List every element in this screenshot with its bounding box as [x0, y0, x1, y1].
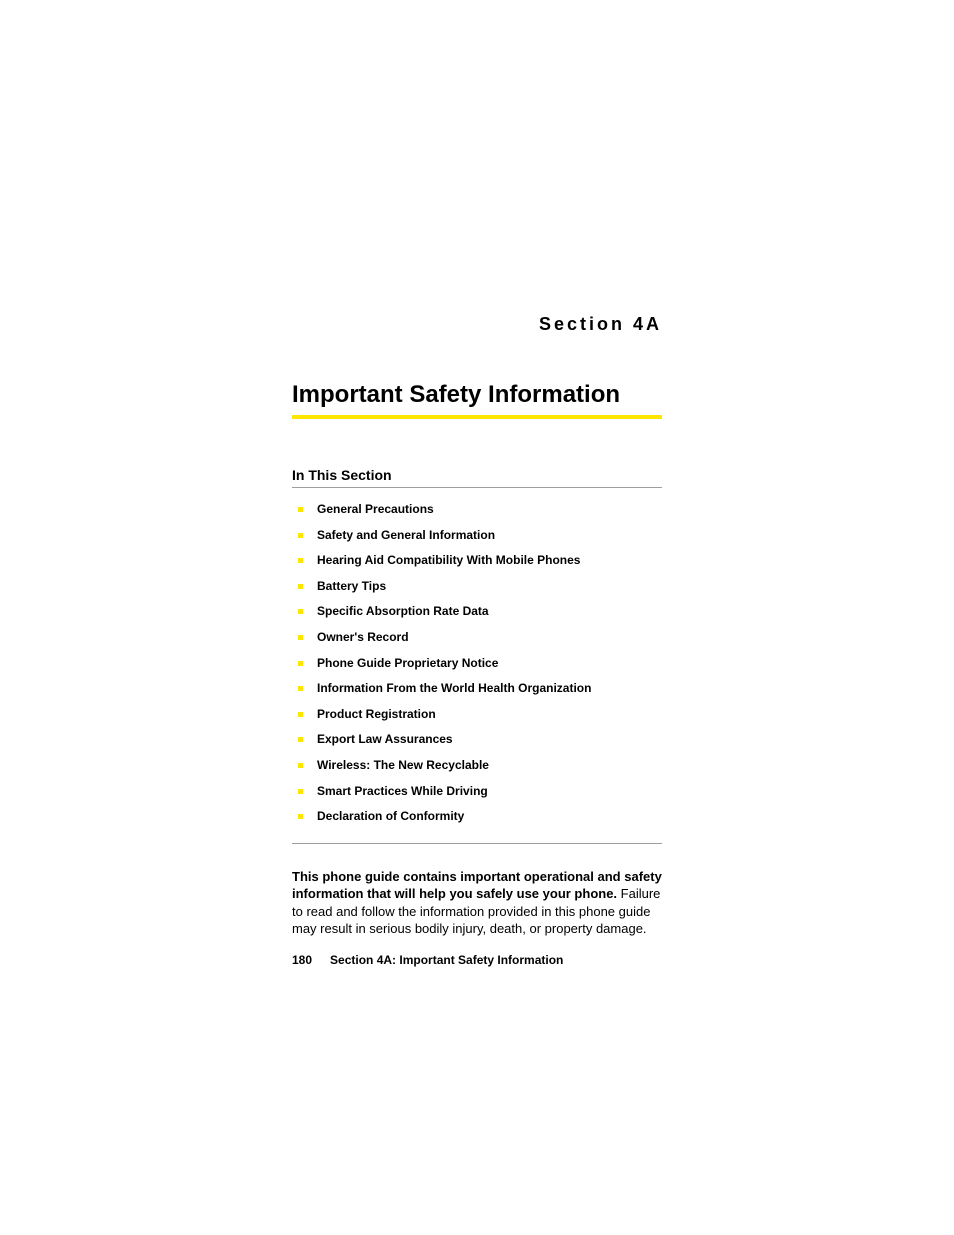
list-item: Declaration of Conformity — [292, 809, 662, 825]
page-number: 180 — [292, 953, 312, 967]
bullet-icon — [298, 507, 303, 512]
divider-bottom — [292, 843, 662, 844]
document-page: Section 4A Important Safety Information … — [0, 0, 954, 1235]
toc-text: Smart Practices While Driving — [317, 784, 488, 800]
list-item: Specific Absorption Rate Data — [292, 604, 662, 620]
bullet-icon — [298, 635, 303, 640]
list-item: Phone Guide Proprietary Notice — [292, 656, 662, 672]
toc-text: Owner's Record — [317, 630, 409, 646]
toc-list: General Precautions Safety and General I… — [292, 502, 662, 825]
footer-text: Section 4A: Important Safety Information — [330, 953, 563, 967]
in-this-section-heading: In This Section — [292, 467, 662, 483]
toc-text: Declaration of Conformity — [317, 809, 464, 825]
paragraph-bold: This phone guide contains important oper… — [292, 869, 662, 902]
divider-top — [292, 487, 662, 488]
list-item: Information From the World Health Organi… — [292, 681, 662, 697]
bullet-icon — [298, 737, 303, 742]
bullet-icon — [298, 763, 303, 768]
toc-text: Product Registration — [317, 707, 436, 723]
page-footer: 180 Section 4A: Important Safety Informat… — [292, 953, 563, 967]
list-item: Battery Tips — [292, 579, 662, 595]
list-item: General Precautions — [292, 502, 662, 518]
list-item: Hearing Aid Compatibility With Mobile Ph… — [292, 553, 662, 569]
toc-text: Hearing Aid Compatibility With Mobile Ph… — [317, 553, 580, 569]
toc-text: Specific Absorption Rate Data — [317, 604, 489, 620]
bullet-icon — [298, 661, 303, 666]
page-title: Important Safety Information — [292, 381, 662, 409]
bullet-icon — [298, 584, 303, 589]
list-item: Product Registration — [292, 707, 662, 723]
bullet-icon — [298, 814, 303, 819]
list-item: Owner's Record — [292, 630, 662, 646]
list-item: Wireless: The New Recyclable — [292, 758, 662, 774]
bullet-icon — [298, 789, 303, 794]
section-label: Section 4A — [292, 314, 662, 335]
bullet-icon — [298, 686, 303, 691]
bullet-icon — [298, 558, 303, 563]
body-paragraph: This phone guide contains important oper… — [292, 868, 662, 938]
bullet-icon — [298, 712, 303, 717]
content-block: Section 4A Important Safety Information … — [292, 314, 662, 938]
toc-text: Information From the World Health Organi… — [317, 681, 591, 697]
toc-text: Export Law Assurances — [317, 732, 453, 748]
list-item: Smart Practices While Driving — [292, 784, 662, 800]
toc-text: Battery Tips — [317, 579, 386, 595]
toc-text: Wireless: The New Recyclable — [317, 758, 489, 774]
toc-text: Safety and General Information — [317, 528, 495, 544]
toc-text: General Precautions — [317, 502, 434, 518]
list-item: Safety and General Information — [292, 528, 662, 544]
bullet-icon — [298, 533, 303, 538]
toc-text: Phone Guide Proprietary Notice — [317, 656, 498, 672]
bullet-icon — [298, 609, 303, 614]
list-item: Export Law Assurances — [292, 732, 662, 748]
title-underline — [292, 415, 662, 419]
